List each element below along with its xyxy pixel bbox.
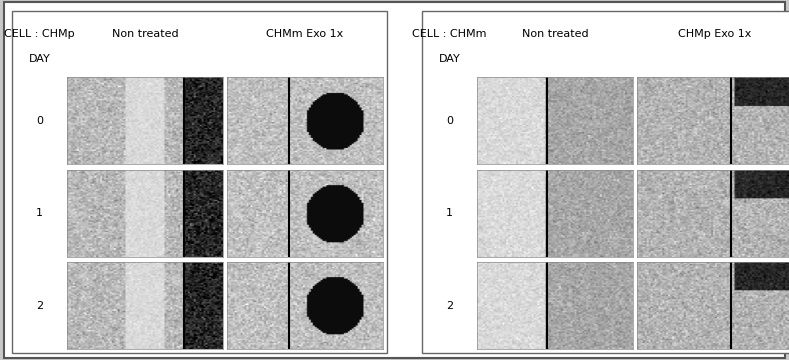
- Text: DAY: DAY: [439, 54, 461, 64]
- Text: CHMp Exo 1x: CHMp Exo 1x: [679, 29, 752, 39]
- Text: DAY: DAY: [28, 54, 50, 64]
- Text: Non treated: Non treated: [112, 29, 178, 39]
- Text: 1: 1: [36, 208, 43, 218]
- Text: 2: 2: [446, 301, 454, 311]
- Text: 2: 2: [36, 301, 43, 311]
- FancyBboxPatch shape: [12, 11, 387, 353]
- Text: Non treated: Non treated: [522, 29, 589, 39]
- Text: CELL : CHMp: CELL : CHMp: [4, 29, 75, 39]
- Text: CHMm Exo 1x: CHMm Exo 1x: [266, 29, 343, 39]
- Text: 0: 0: [447, 116, 453, 126]
- Text: CELL : CHMm: CELL : CHMm: [413, 29, 487, 39]
- FancyBboxPatch shape: [4, 2, 785, 358]
- Text: 1: 1: [447, 208, 453, 218]
- FancyBboxPatch shape: [422, 11, 789, 353]
- Text: 0: 0: [36, 116, 43, 126]
